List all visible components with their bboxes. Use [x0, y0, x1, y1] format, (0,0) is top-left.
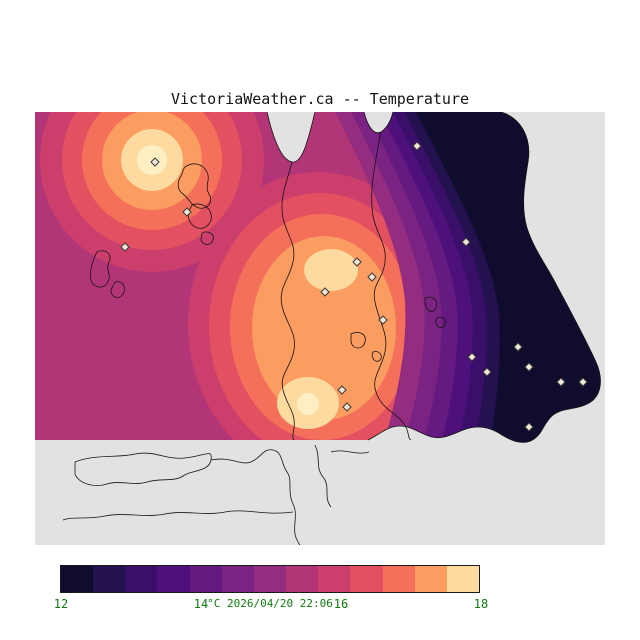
station-marker[interactable]: [378, 315, 388, 325]
station-marker[interactable]: [578, 377, 588, 387]
station-marker[interactable]: [150, 157, 160, 167]
station-marker[interactable]: [412, 141, 422, 151]
south-coastline: [330, 450, 370, 454]
colorbar-band: [350, 566, 383, 592]
unit-label: °C: [207, 597, 221, 610]
station-marker[interactable]: [352, 257, 362, 267]
warm-spot-region: [40, 112, 264, 272]
station-marker[interactable]: [320, 287, 330, 297]
colorbar-band: [189, 566, 222, 592]
station-marker[interactable]: [482, 367, 492, 377]
colorbar-bands: [61, 566, 480, 592]
inlet-west-shore: [280, 161, 295, 441]
mild-warm-region: [188, 172, 448, 443]
station-marker[interactable]: [524, 362, 534, 372]
station-marker[interactable]: [467, 352, 477, 362]
colorbar-band: [157, 566, 190, 592]
colorbar-band: [93, 566, 126, 592]
colorbar: [60, 565, 480, 593]
island-coastline: [177, 163, 212, 209]
colorbar-tick-18: 18: [473, 597, 489, 611]
colorbar-tick-12: 12: [53, 597, 69, 611]
station-marker[interactable]: [461, 237, 471, 247]
station-marker[interactable]: [182, 207, 192, 217]
colorbar-band: [61, 566, 94, 592]
station-markers: [120, 141, 588, 432]
station-marker[interactable]: [367, 272, 377, 282]
lake-outline: [110, 281, 125, 298]
south-coastline: [74, 452, 212, 486]
station-marker[interactable]: [337, 385, 347, 395]
station-marker[interactable]: [342, 402, 352, 412]
lake-outline: [350, 332, 366, 349]
colorbar-band: [286, 566, 319, 592]
inlet-notch-coastline: [266, 112, 316, 163]
colorbar-band: [414, 566, 447, 592]
temperature-map: [35, 112, 605, 545]
island-coastline: [424, 296, 438, 312]
peninsula-coastline: [367, 112, 601, 443]
station-marker[interactable]: [120, 242, 130, 252]
island-coastline: [200, 231, 214, 245]
page-title: VictoriaWeather.ca -- Temperature: [170, 90, 469, 108]
island-coastline: [435, 316, 446, 329]
station-marker[interactable]: [556, 377, 566, 387]
colorbar-band: [253, 566, 287, 592]
south-coastline: [210, 449, 301, 545]
colorbar-band: [446, 566, 480, 592]
island-coastline: [188, 203, 212, 229]
colorbar-caption: °C 2026/04/20 22:06: [60, 597, 480, 610]
south-coastline: [62, 510, 294, 521]
station-marker[interactable]: [524, 422, 534, 432]
colorbar-band: [318, 566, 351, 592]
colorbar-band: [221, 566, 254, 592]
colorbar-band: [382, 566, 415, 592]
lake-outline: [90, 250, 111, 288]
timestamp-label: 2026/04/20 22:06: [226, 597, 333, 610]
lake-outline: [371, 351, 382, 362]
station-marker[interactable]: [513, 342, 523, 352]
colorbar-tick-16: 16: [333, 597, 349, 611]
colorbar-band: [125, 566, 158, 592]
south-coastline: [314, 444, 332, 508]
colorbar-tick-14: 14: [193, 597, 209, 611]
